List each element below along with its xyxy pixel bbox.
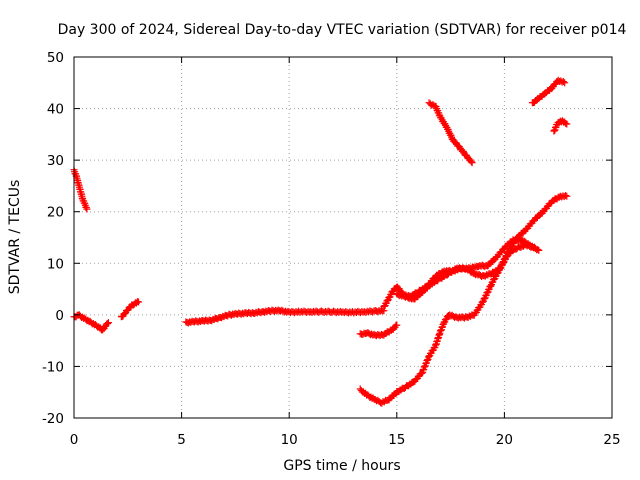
chart-title: Day 300 of 2024, Sidereal Day-to-day VTE… xyxy=(58,22,627,38)
y-tick-label: -20 xyxy=(42,411,64,427)
y-tick-label: 20 xyxy=(47,205,64,221)
data-point-marker xyxy=(531,244,539,252)
x-axis-label: GPS time / hours xyxy=(283,458,400,474)
x-tick-label: 0 xyxy=(70,432,79,448)
data-point-marker xyxy=(467,158,475,166)
axis-ticks xyxy=(73,56,613,419)
y-tick-labels: -20 -10 0 10 20 30 40 50 xyxy=(42,50,64,427)
data-point-marker xyxy=(418,369,426,377)
grid-lines xyxy=(74,57,612,418)
y-tick-label: 50 xyxy=(47,50,64,66)
y-tick-label: 40 xyxy=(47,102,64,118)
data-point-marker xyxy=(561,79,569,87)
data-point-marker xyxy=(83,205,91,213)
y-axis-label: SDTVAR / TECUs xyxy=(7,180,23,295)
data-points xyxy=(70,76,571,407)
y-tick-label: 30 xyxy=(47,153,64,169)
x-tick-label: 10 xyxy=(281,432,298,448)
data-point-marker xyxy=(468,159,476,167)
y-tick-label: -10 xyxy=(42,359,64,375)
x-tick-label: 20 xyxy=(496,432,513,448)
x-tick-labels: 0 5 10 15 20 25 xyxy=(70,432,621,448)
data-point-marker xyxy=(135,298,143,306)
data-point-marker xyxy=(534,245,542,253)
x-tick-label: 15 xyxy=(388,432,405,448)
data-point-marker xyxy=(459,147,467,155)
data-point-marker xyxy=(563,192,571,200)
data-point-marker xyxy=(535,246,543,254)
plot-frame xyxy=(73,56,613,419)
data-point-marker xyxy=(104,320,112,328)
y-tick-label: 0 xyxy=(55,308,64,324)
data-point-marker xyxy=(104,319,112,327)
data-point-marker xyxy=(563,120,571,128)
y-tick-label: 10 xyxy=(47,256,64,272)
data-point-marker xyxy=(559,78,567,86)
data-point-marker xyxy=(562,192,570,200)
x-tick-label: 25 xyxy=(603,432,620,448)
x-tick-label: 5 xyxy=(177,432,186,448)
data-point-marker xyxy=(393,321,401,329)
